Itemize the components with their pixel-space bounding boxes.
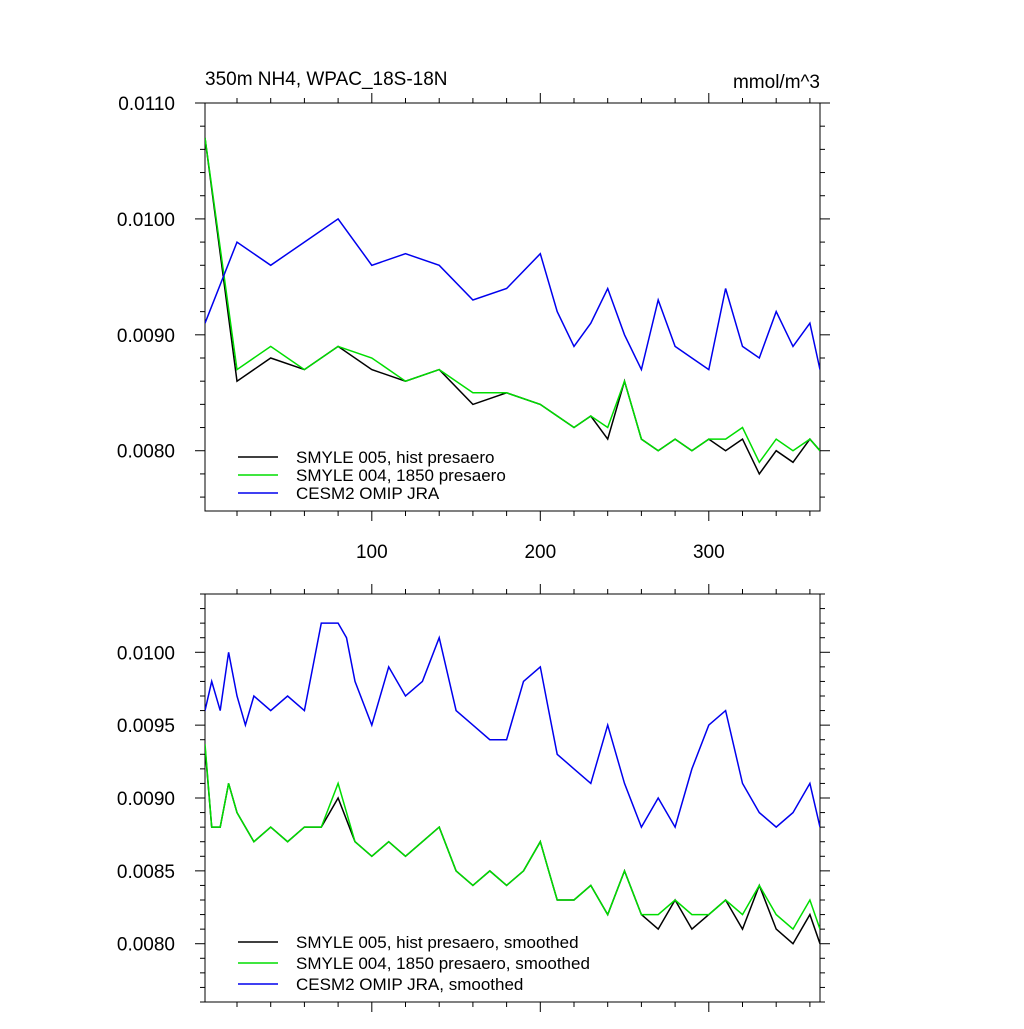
legend-label-3: CESM2 OMIP JRA, smoothed bbox=[296, 975, 523, 994]
y-tick-label: 0.0095 bbox=[117, 716, 175, 737]
x-tick-label: 100 bbox=[356, 542, 388, 563]
series-line-3 bbox=[205, 217, 820, 372]
series-line-1 bbox=[205, 746, 820, 945]
y-tick-label: 0.0100 bbox=[117, 643, 175, 664]
panel-2: 0.0080 0.0085 0.0090 0.0095 0.0100 SMYLE 005,… bbox=[117, 584, 830, 1012]
panel-1: 0.0080 0.0090 0.0100 0.0110 100 200 300 350m NH… bbox=[117, 69, 830, 563]
y-tick-label: 0.0100 bbox=[117, 210, 175, 231]
x-tick-label: 200 bbox=[524, 542, 556, 563]
legend-label-2: SMYLE 004, 1850 presaero, smoothed bbox=[296, 954, 590, 973]
legend-label-3: CESM2 OMIP JRA bbox=[296, 484, 440, 503]
units-label: mmol/m^3 bbox=[733, 72, 820, 93]
series-line-1 bbox=[205, 137, 820, 476]
chart-title: 350m NH4, WPAC_18S-18N bbox=[205, 69, 448, 90]
x-tick-label: 300 bbox=[693, 542, 725, 563]
series-line-3 bbox=[205, 622, 820, 829]
y-tick-label: 0.0090 bbox=[117, 789, 175, 810]
legend-label-2: SMYLE 004, 1850 presaero bbox=[296, 466, 506, 485]
plot-frame bbox=[204, 102, 821, 512]
series-line-2 bbox=[205, 744, 820, 931]
legend-label-1: SMYLE 005, hist presaero, smoothed bbox=[296, 933, 579, 952]
y-tick-label: 0.0085 bbox=[117, 862, 175, 883]
y-tick-label: 0.0110 bbox=[118, 94, 175, 115]
series-line-2 bbox=[205, 137, 820, 464]
legend-label-1: SMYLE 005, hist presaero bbox=[296, 448, 494, 467]
y-tick-label: 0.0080 bbox=[117, 442, 175, 463]
y-tick-label: 0.0090 bbox=[117, 326, 175, 347]
y-tick-label: 0.0080 bbox=[117, 935, 175, 956]
